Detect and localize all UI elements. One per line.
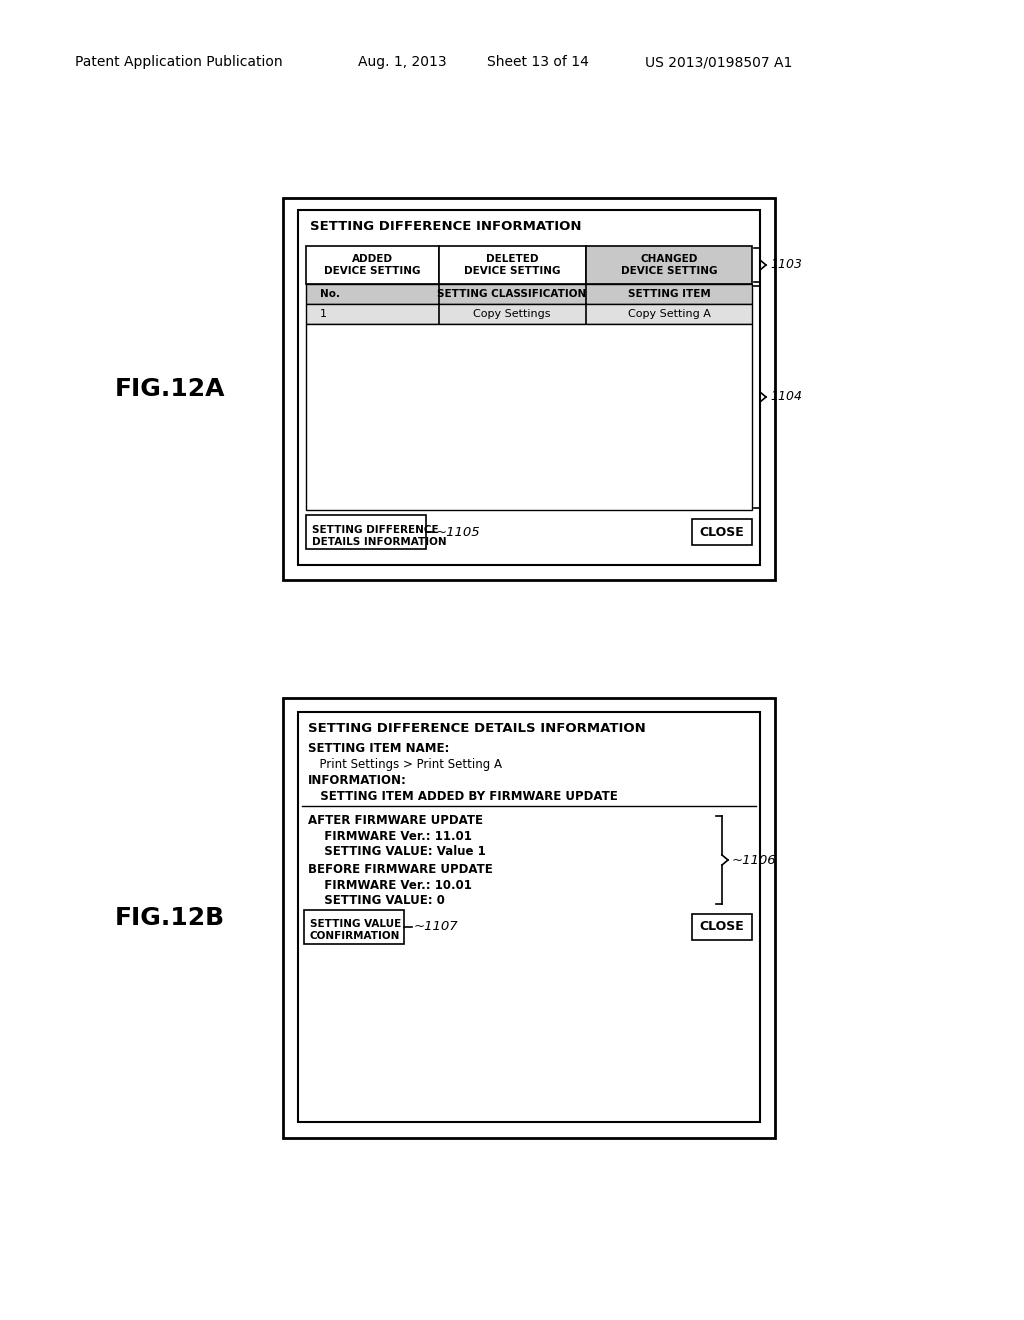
Bar: [304, 814, 714, 906]
Bar: [439, 246, 586, 284]
Text: SETTING ITEM ADDED BY FIRMWARE UPDATE: SETTING ITEM ADDED BY FIRMWARE UPDATE: [312, 789, 617, 803]
Text: 1104: 1104: [770, 391, 802, 404]
Text: CHANGED
DEVICE SETTING: CHANGED DEVICE SETTING: [621, 255, 717, 276]
Text: FIG.12B: FIG.12B: [115, 906, 225, 931]
Text: DETAILS INFORMATION: DETAILS INFORMATION: [312, 537, 446, 546]
Bar: [586, 246, 752, 284]
Text: SETTING VALUE: SETTING VALUE: [310, 919, 401, 929]
Bar: [306, 515, 426, 549]
Text: SETTING CLASSIFICATION: SETTING CLASSIFICATION: [437, 289, 587, 300]
Text: ~1106: ~1106: [732, 854, 776, 866]
Text: Aug. 1, 2013: Aug. 1, 2013: [358, 55, 446, 69]
Bar: [283, 698, 775, 1138]
Text: ~1107: ~1107: [414, 920, 459, 933]
Text: ~1105: ~1105: [436, 525, 480, 539]
Text: 1103: 1103: [770, 259, 802, 272]
Text: INFORMATION:: INFORMATION:: [308, 774, 407, 787]
Text: 1: 1: [319, 309, 327, 319]
Bar: [306, 304, 752, 323]
Text: CLOSE: CLOSE: [699, 525, 744, 539]
Text: FIRMWARE Ver.: 11.01: FIRMWARE Ver.: 11.01: [316, 830, 472, 843]
Text: SETTING DIFFERENCE: SETTING DIFFERENCE: [312, 525, 438, 535]
Text: SETTING DIFFERENCE DETAILS INFORMATION: SETTING DIFFERENCE DETAILS INFORMATION: [308, 722, 646, 735]
Text: Print Settings > Print Setting A: Print Settings > Print Setting A: [312, 758, 502, 771]
Text: CONFIRMATION: CONFIRMATION: [310, 931, 400, 941]
Text: Copy Settings: Copy Settings: [473, 309, 551, 319]
Bar: [306, 246, 439, 284]
Text: SETTING VALUE: Value 1: SETTING VALUE: Value 1: [316, 845, 485, 858]
Text: Copy Setting A: Copy Setting A: [628, 309, 711, 319]
Text: SETTING DIFFERENCE INFORMATION: SETTING DIFFERENCE INFORMATION: [310, 220, 582, 234]
Text: DELETED
DEVICE SETTING: DELETED DEVICE SETTING: [464, 255, 560, 276]
Text: ADDED
DEVICE SETTING: ADDED DEVICE SETTING: [324, 255, 420, 276]
Bar: [306, 284, 752, 304]
Text: FIG.12A: FIG.12A: [115, 378, 225, 401]
Bar: [298, 711, 760, 1122]
Bar: [304, 909, 404, 944]
Text: US 2013/0198507 A1: US 2013/0198507 A1: [645, 55, 793, 69]
Text: SETTING ITEM NAME:: SETTING ITEM NAME:: [308, 742, 450, 755]
Bar: [692, 519, 752, 545]
Text: No.: No.: [319, 289, 340, 300]
Bar: [298, 210, 760, 565]
Text: BEFORE FIRMWARE UPDATE: BEFORE FIRMWARE UPDATE: [308, 863, 493, 876]
Text: SETTING VALUE: 0: SETTING VALUE: 0: [316, 894, 444, 907]
Text: CLOSE: CLOSE: [699, 920, 744, 933]
Bar: [283, 198, 775, 579]
Text: SETTING ITEM: SETTING ITEM: [628, 289, 711, 300]
Text: Sheet 13 of 14: Sheet 13 of 14: [487, 55, 589, 69]
Text: AFTER FIRMWARE UPDATE: AFTER FIRMWARE UPDATE: [308, 814, 483, 828]
Bar: [692, 913, 752, 940]
Text: FIRMWARE Ver.: 10.01: FIRMWARE Ver.: 10.01: [316, 879, 472, 892]
Text: Patent Application Publication: Patent Application Publication: [75, 55, 283, 69]
Bar: [306, 323, 752, 510]
